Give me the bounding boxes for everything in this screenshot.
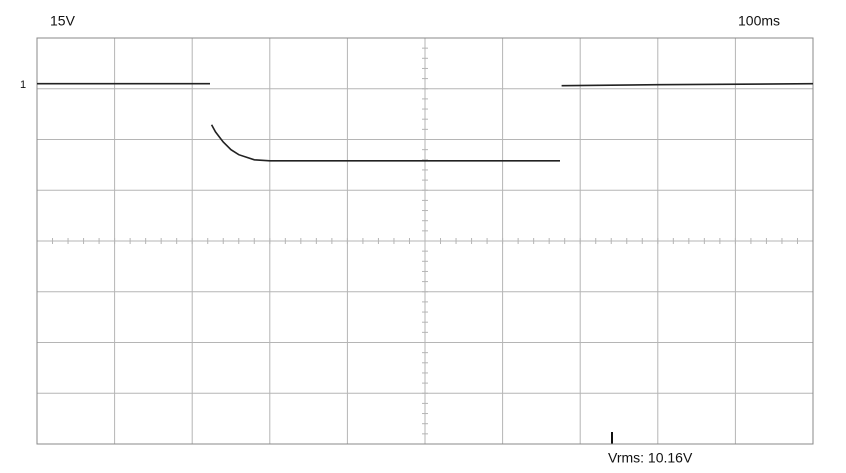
- measurement: Vrms: 10.16V: [608, 450, 693, 466]
- time-per-div: 100ms: [738, 13, 780, 29]
- trace: [37, 82, 814, 162]
- screen-border: [36, 37, 814, 445]
- channel-marker: 1: [20, 79, 26, 91]
- volts-per-div: 15V: [50, 13, 76, 29]
